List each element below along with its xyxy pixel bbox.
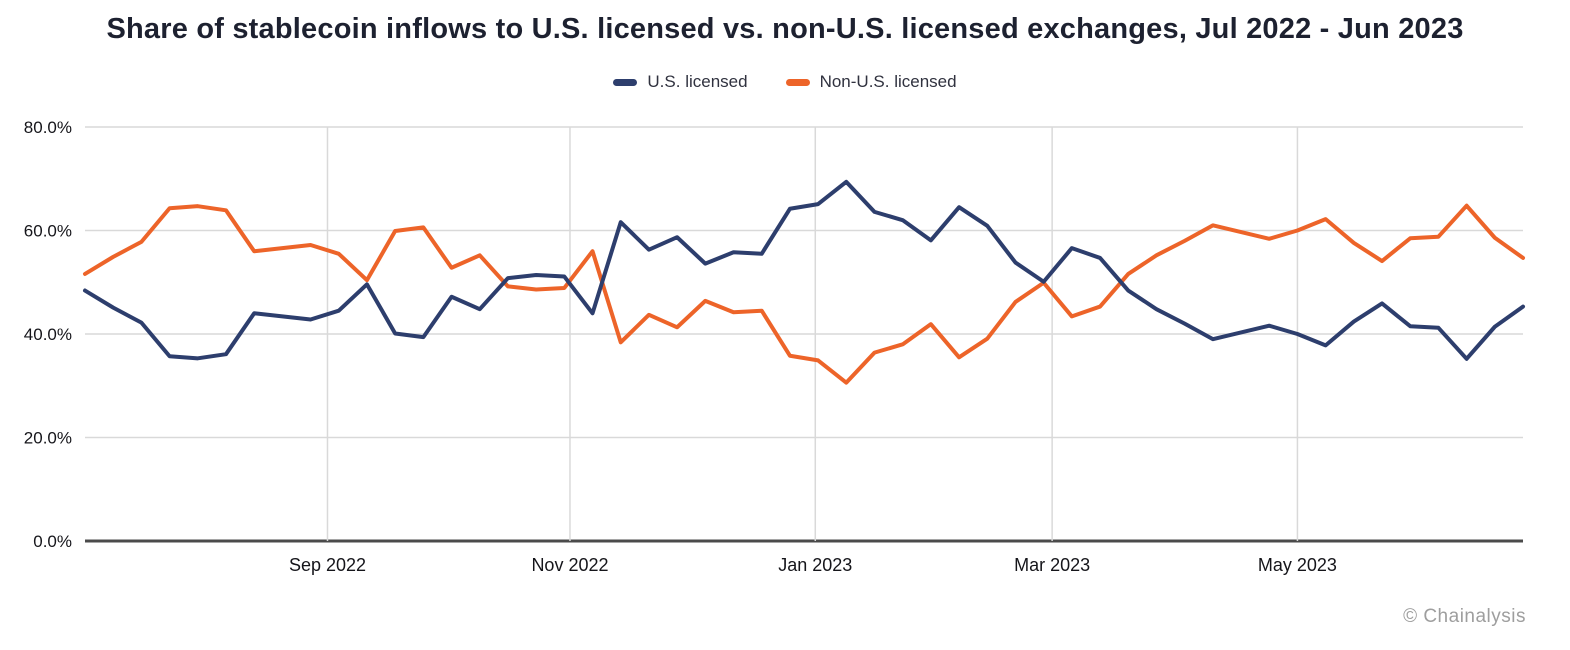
legend-label-us-licensed: U.S. licensed bbox=[647, 72, 748, 91]
legend-item-us-licensed: U.S. licensed bbox=[613, 72, 748, 92]
series-line-non-us-licensed bbox=[83, 203, 1525, 385]
legend-swatch-us-licensed-icon bbox=[613, 78, 638, 86]
y-tick-label: 40.0% bbox=[24, 325, 72, 344]
x-tick-label: Sep 2022 bbox=[289, 555, 366, 575]
y-tick-label: 20.0% bbox=[24, 429, 72, 448]
x-tick-label: Mar 2023 bbox=[1014, 555, 1090, 575]
y-tick-label: 0.0% bbox=[33, 532, 72, 551]
x-tick-label: Jan 2023 bbox=[778, 555, 852, 575]
y-tick-label: 60.0% bbox=[24, 222, 72, 241]
legend: U.S. licensed Non-U.S. licensed bbox=[0, 72, 1570, 92]
y-tick-label: 80.0% bbox=[24, 118, 72, 137]
legend-label-non-us-licensed: Non-U.S. licensed bbox=[819, 72, 957, 91]
legend-item-non-us-licensed: Non-U.S. licensed bbox=[785, 72, 957, 92]
series-line-us-licensed bbox=[83, 179, 1525, 361]
x-tick-label: May 2023 bbox=[1258, 555, 1337, 575]
copyright-attribution: © Chainalysis bbox=[1403, 606, 1526, 627]
x-tick-label: Nov 2022 bbox=[531, 555, 608, 575]
legend-swatch-non-us-licensed-icon bbox=[785, 78, 810, 86]
chart-title: Share of stablecoin inflows to U.S. lice… bbox=[106, 13, 1464, 45]
